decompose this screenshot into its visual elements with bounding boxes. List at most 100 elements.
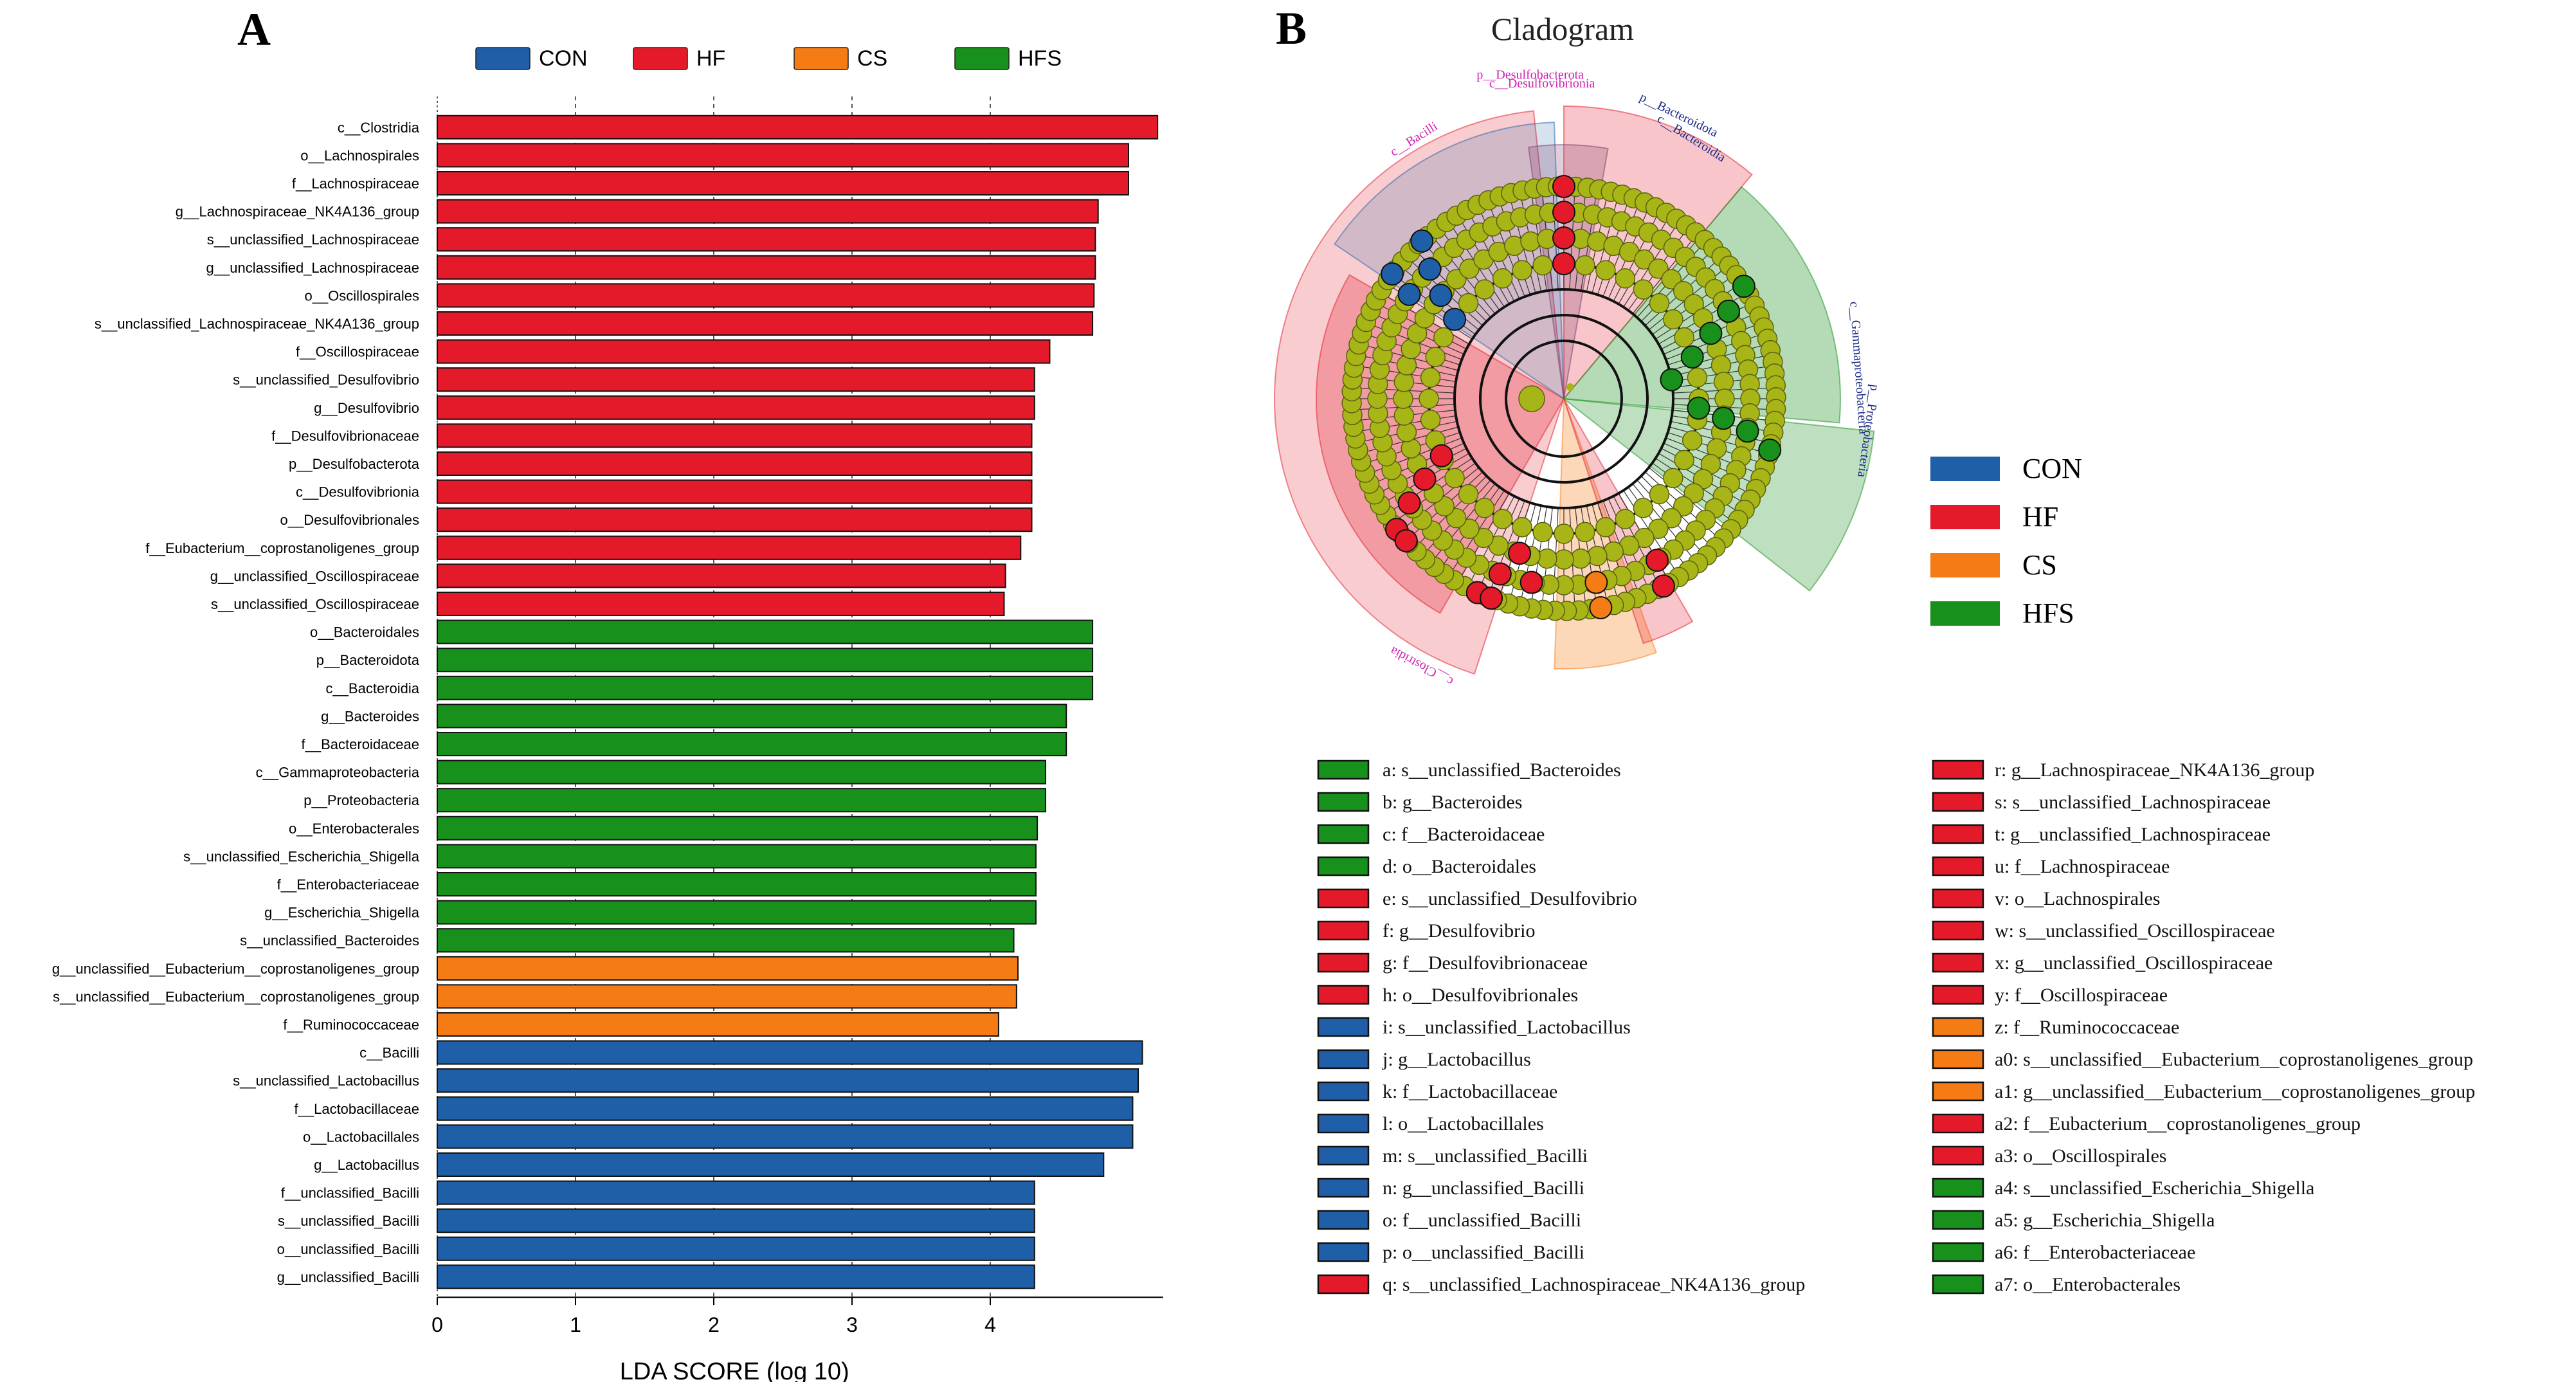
- tree-node: [1492, 509, 1513, 529]
- bar-label-g__Lachnospiraceae_NK4A136_group: g__Lachnospiraceae_NK4A136_group: [176, 204, 419, 220]
- bar-s__unclassified_Escherichia_Shigella: [437, 844, 1037, 869]
- key-right-item-swatch: [1932, 1145, 1984, 1166]
- key-right-item-label: t: g__unclassified_Lachnospiraceae: [1995, 824, 2271, 845]
- tree-node: [1393, 372, 1415, 392]
- bar-label-p__Bacteroidota: p__Bacteroidota: [316, 652, 420, 668]
- node-con: [1418, 257, 1442, 281]
- key-left-item-swatch: [1317, 1017, 1370, 1037]
- tree-node: [1492, 268, 1513, 289]
- bar-label-o__unclassified_Bacilli: o__unclassified_Bacilli: [277, 1241, 419, 1257]
- node-hf: [1480, 586, 1503, 610]
- bar-label-p__Desulfobacterota: p__Desulfobacterota: [289, 456, 420, 472]
- bar-g__Bacteroides: [437, 704, 1067, 729]
- bar-p__Bacteroidota: [437, 648, 1094, 673]
- bar-g__Lactobacillus: [437, 1152, 1105, 1177]
- tree-node: [1595, 260, 1616, 281]
- cladogram-legend-label-hfs: HFS: [2022, 597, 2074, 629]
- tree-node: [1532, 522, 1553, 543]
- node-hfs: [1717, 299, 1741, 323]
- tree-node: [1634, 249, 1655, 270]
- key-right-item-label: a2: f__Eubacterium__coprostanoligenes_gr…: [1995, 1113, 2361, 1134]
- bar-s__unclassified_Bacteroides: [437, 928, 1015, 953]
- key-right-item-swatch: [1932, 759, 1984, 780]
- bar-label-f__unclassified_Bacilli: f__unclassified_Bacilli: [281, 1185, 419, 1201]
- key-right-item-label: a6: f__Enterobacteriaceae: [1995, 1242, 2195, 1263]
- bar-label-c__Bacilli: c__Bacilli: [359, 1045, 419, 1061]
- key-left-item-swatch: [1317, 792, 1370, 812]
- tree-node: [1575, 522, 1595, 543]
- cladogram-legend-label-hf: HF: [2022, 501, 2058, 532]
- node-cs: [1589, 596, 1613, 619]
- bar-s__unclassified__Eubacterium__coprostanoligenes_group: [437, 984, 1017, 1009]
- tree-node: [1682, 430, 1703, 451]
- key-left-item-label: h: o__Desulfovibrionales: [1383, 985, 1578, 1006]
- key-right-item-label: a5: g__Escherichia_Shigella: [1995, 1210, 2215, 1231]
- bar-label-s__unclassified_Bacilli: s__unclassified_Bacilli: [278, 1213, 419, 1229]
- bar-s__unclassified_Bacilli: [437, 1208, 1035, 1233]
- x-tick-label-2: 2: [708, 1313, 720, 1336]
- legend-label-cs: CS: [857, 46, 887, 71]
- legend-swatch-hf: [633, 47, 688, 70]
- bar-g__Escherichia_Shigella: [437, 900, 1037, 925]
- node-hf: [1397, 491, 1421, 515]
- tree-node: [1433, 327, 1454, 348]
- key-left-item-swatch: [1317, 1210, 1370, 1230]
- bar-label-f__Bacteroidaceae: f__Bacteroidaceae: [302, 736, 419, 752]
- tree-node: [1648, 518, 1669, 540]
- key-right-item-swatch: [1932, 856, 1984, 877]
- node-con: [1429, 284, 1453, 307]
- node-hf: [1552, 201, 1575, 224]
- key-right-item-swatch: [1932, 1177, 1984, 1198]
- key-left-item-label: p: o__unclassified_Bacilli: [1383, 1242, 1584, 1263]
- bar-o__Oscillospirales: [437, 283, 1095, 308]
- tree-node: [1458, 484, 1479, 505]
- key-right-item-label: s: s__unclassified_Lachnospiraceae: [1995, 792, 2271, 813]
- bar-label-c__Desulfovibrionia: c__Desulfovibrionia: [296, 484, 420, 500]
- bar-label-g__unclassified_Oscillospiraceae: g__unclassified_Oscillospiraceae: [210, 568, 419, 584]
- x-tick-label-4: 4: [984, 1313, 996, 1336]
- key-left-item-label: c: f__Bacteroidaceae: [1383, 824, 1545, 845]
- key-left-item-label: l: o__Lactobacillales: [1383, 1113, 1544, 1134]
- tree-node: [1663, 468, 1683, 489]
- key-left-item-swatch: [1317, 1274, 1370, 1295]
- tree-node: [1649, 484, 1670, 505]
- node-hf: [1394, 529, 1418, 552]
- key-left-item-label: f: g__Desulfovibrio: [1383, 920, 1535, 941]
- node-hf: [1519, 570, 1543, 594]
- ring-level: [1453, 288, 1674, 509]
- bar-s__unclassified_Lactobacillus: [437, 1068, 1139, 1093]
- bar-label-s__unclassified_Escherichia_Shigella: s__unclassified_Escherichia_Shigella: [183, 848, 420, 864]
- bar-o__Desulfovibrionales: [437, 507, 1033, 532]
- node-hfs: [1732, 275, 1755, 298]
- tree-node: [1512, 516, 1532, 538]
- tree-node: [1649, 293, 1670, 314]
- bar-f__unclassified_Bacilli: [437, 1180, 1035, 1205]
- tree-node: [1420, 367, 1441, 388]
- bar-f__Lactobacillaceae: [437, 1096, 1134, 1121]
- bar-label-o__Desulfovibrionales: o__Desulfovibrionales: [280, 512, 419, 528]
- node-hfs: [1712, 406, 1736, 430]
- ring-level: [1479, 314, 1649, 484]
- cladogram-title: Cladogram: [1491, 11, 1634, 47]
- key-right-item-label: a0: s__unclassified__Eubacterium__copros…: [1995, 1049, 2473, 1070]
- node-hf: [1552, 226, 1575, 250]
- key-right-item-label: y: f__Oscillospiraceae: [1995, 985, 2168, 1006]
- bar-g__Lachnospiraceae_NK4A136_group: [437, 199, 1099, 224]
- bar-label-c__Gammaproteobacteria: c__Gammaproteobacteria: [256, 765, 420, 781]
- bar-label-f__Oscillospiraceae: f__Oscillospiraceae: [296, 344, 419, 360]
- bar-label-s__unclassified_Lachnospiraceae: s__unclassified_Lachnospiraceae: [207, 232, 419, 248]
- tree-node: [1473, 527, 1494, 549]
- bar-label-f__Lachnospiraceae: f__Lachnospiraceae: [292, 176, 419, 192]
- key-left-item-label: e: s__unclassified_Desulfovibrio: [1383, 888, 1637, 909]
- tree-node: [1587, 545, 1608, 567]
- node-hf: [1508, 541, 1532, 565]
- root-node: [1566, 383, 1574, 391]
- key-right-item-label: a1: g__unclassified__Eubacterium__copros…: [1995, 1081, 2475, 1102]
- panel-b-letter: B: [1276, 3, 1307, 54]
- tree-node: [1512, 260, 1532, 281]
- bar-label-s__unclassified_Lactobacillus: s__unclassified_Lactobacillus: [233, 1073, 419, 1089]
- tree-node: [1420, 410, 1441, 430]
- bar-label-s__unclassified_Lachnospiraceae_NK4A136_group: s__unclassified_Lachnospiraceae_NK4A136_…: [95, 316, 419, 332]
- tree-node: [1554, 523, 1574, 544]
